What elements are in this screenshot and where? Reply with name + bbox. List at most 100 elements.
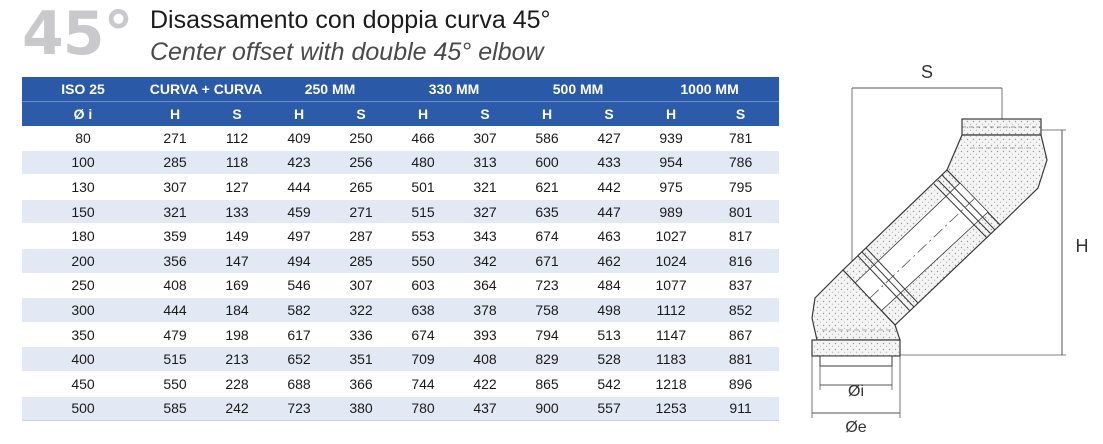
value-cell: 550 [392,248,455,274]
value-cell: 744 [392,371,455,397]
top-collar [961,118,1042,136]
value-cell: 380 [330,396,393,422]
lower-joint-rings [857,247,919,312]
subheader-cell: S [356,106,366,122]
value-cell: 321 [454,174,517,200]
value-cell: 674 [516,223,579,249]
value-cell: 546 [268,273,331,299]
value-cell: 408 [144,273,206,299]
value-cell: 271 [144,126,206,151]
value-cell: 422 [454,371,517,397]
diameter-cell: 450 [22,371,144,397]
value-cell: 881 [702,346,780,372]
value-cell: 321 [144,199,206,225]
value-cell: 265 [330,174,393,200]
value-cell: 542 [578,371,641,397]
value-cell: 674 [392,322,455,348]
value-cell: 437 [454,396,517,422]
value-cell: 865 [516,371,579,397]
value-cell: 307 [454,126,517,151]
h-label: H [1076,236,1089,256]
value-cell: 327 [454,199,517,225]
diameter-cell: 300 [22,297,144,323]
value-cell: 423 [268,150,331,176]
value-cell: 975 [640,174,703,200]
value-cell: 459 [268,199,331,225]
group-header: 250 MM [304,81,356,97]
value-cell: 228 [206,371,269,397]
dimensions-table: ISO 25 CURVA + CURVA 250 MM 330 MM 500 M… [22,77,780,422]
angle-heading: 45° [22,0,133,69]
value-cell: 1027 [640,223,703,249]
table-row: 150 321 133 459 271 515 327 635 447 989 801 [22,199,780,225]
value-cell: 795 [702,174,780,200]
value-cell: 147 [206,248,269,274]
upper-joint-rings [933,174,996,239]
value-cell: 285 [330,248,393,274]
value-cell: 709 [392,346,455,372]
diameter-cell: 500 [22,396,144,422]
subheader-cell: H [666,106,677,122]
value-cell: 322 [330,297,393,323]
value-cell: 242 [206,396,269,422]
value-cell: 582 [268,297,331,323]
value-cell: 118 [206,150,269,176]
value-cell: 515 [392,199,455,225]
elbow-offset-diagram: S H Øi Øe [811,62,1089,436]
title-english: Center offset with double 45° elbow [150,38,544,66]
value-cell: 127 [206,174,269,200]
value-cell: 336 [330,322,393,348]
value-cell: 356 [144,248,206,274]
value-cell: 528 [578,346,641,372]
value-cell: 723 [268,396,331,422]
value-cell: 409 [268,126,331,151]
value-cell: 447 [578,199,641,225]
value-cell: 603 [392,273,455,299]
value-cell: 250 [330,126,393,151]
subheader-cell: H [169,106,181,122]
value-cell: 867 [702,322,780,348]
table-row: 80 271 112 409 250 466 307 586 427 939 781 [22,126,780,151]
value-cell: 1077 [640,273,703,299]
table-row: 200 356 147 494 285 550 342 671 462 1024 816 [22,248,780,274]
value-cell: 463 [578,223,641,249]
table-row: 300 444 184 582 322 638 378 758 498 1112 852 [22,297,780,323]
diameter-cell: 200 [22,248,144,274]
value-cell: 1024 [640,248,703,274]
value-cell: 635 [516,199,579,225]
value-cell: 351 [330,346,393,372]
group-header: 500 MM [552,81,604,97]
table-subheader-row: Ø i H S H S H S H S H S [22,101,780,126]
value-cell: 600 [516,150,579,176]
value-cell: 494 [268,248,331,274]
value-cell: 900 [516,396,579,422]
value-cell: 817 [702,223,780,249]
value-cell: 256 [330,150,393,176]
bottom-collar [811,339,901,357]
value-cell: 638 [392,297,455,323]
subheader-cell: S [232,106,242,122]
table-row: 350 479 198 617 336 674 393 794 513 1147 867 [22,322,780,348]
value-cell: 213 [206,346,269,372]
value-cell: 307 [330,273,393,299]
s-label: S [921,62,933,82]
value-cell: 480 [392,150,455,176]
value-cell: 989 [640,199,703,225]
value-cell: 829 [516,346,579,372]
diameter-cell: 150 [22,199,144,225]
value-cell: 313 [454,150,517,176]
value-cell: 442 [578,174,641,200]
value-cell: 513 [578,322,641,348]
value-cell: 364 [454,273,517,299]
value-cell: 462 [578,248,641,274]
value-cell: 497 [268,223,331,249]
value-cell: 307 [144,174,206,200]
subheader-cell: S [735,106,746,122]
table-body: 80 271 112 409 250 466 307 586 427 939 781 100 285 11… [22,126,780,422]
value-cell: 896 [702,371,780,397]
value-cell: 786 [702,150,780,176]
value-cell: 1253 [640,396,703,422]
value-cell: 408 [454,346,517,372]
group-header: 330 MM [428,81,480,97]
value-cell: 484 [578,273,641,299]
